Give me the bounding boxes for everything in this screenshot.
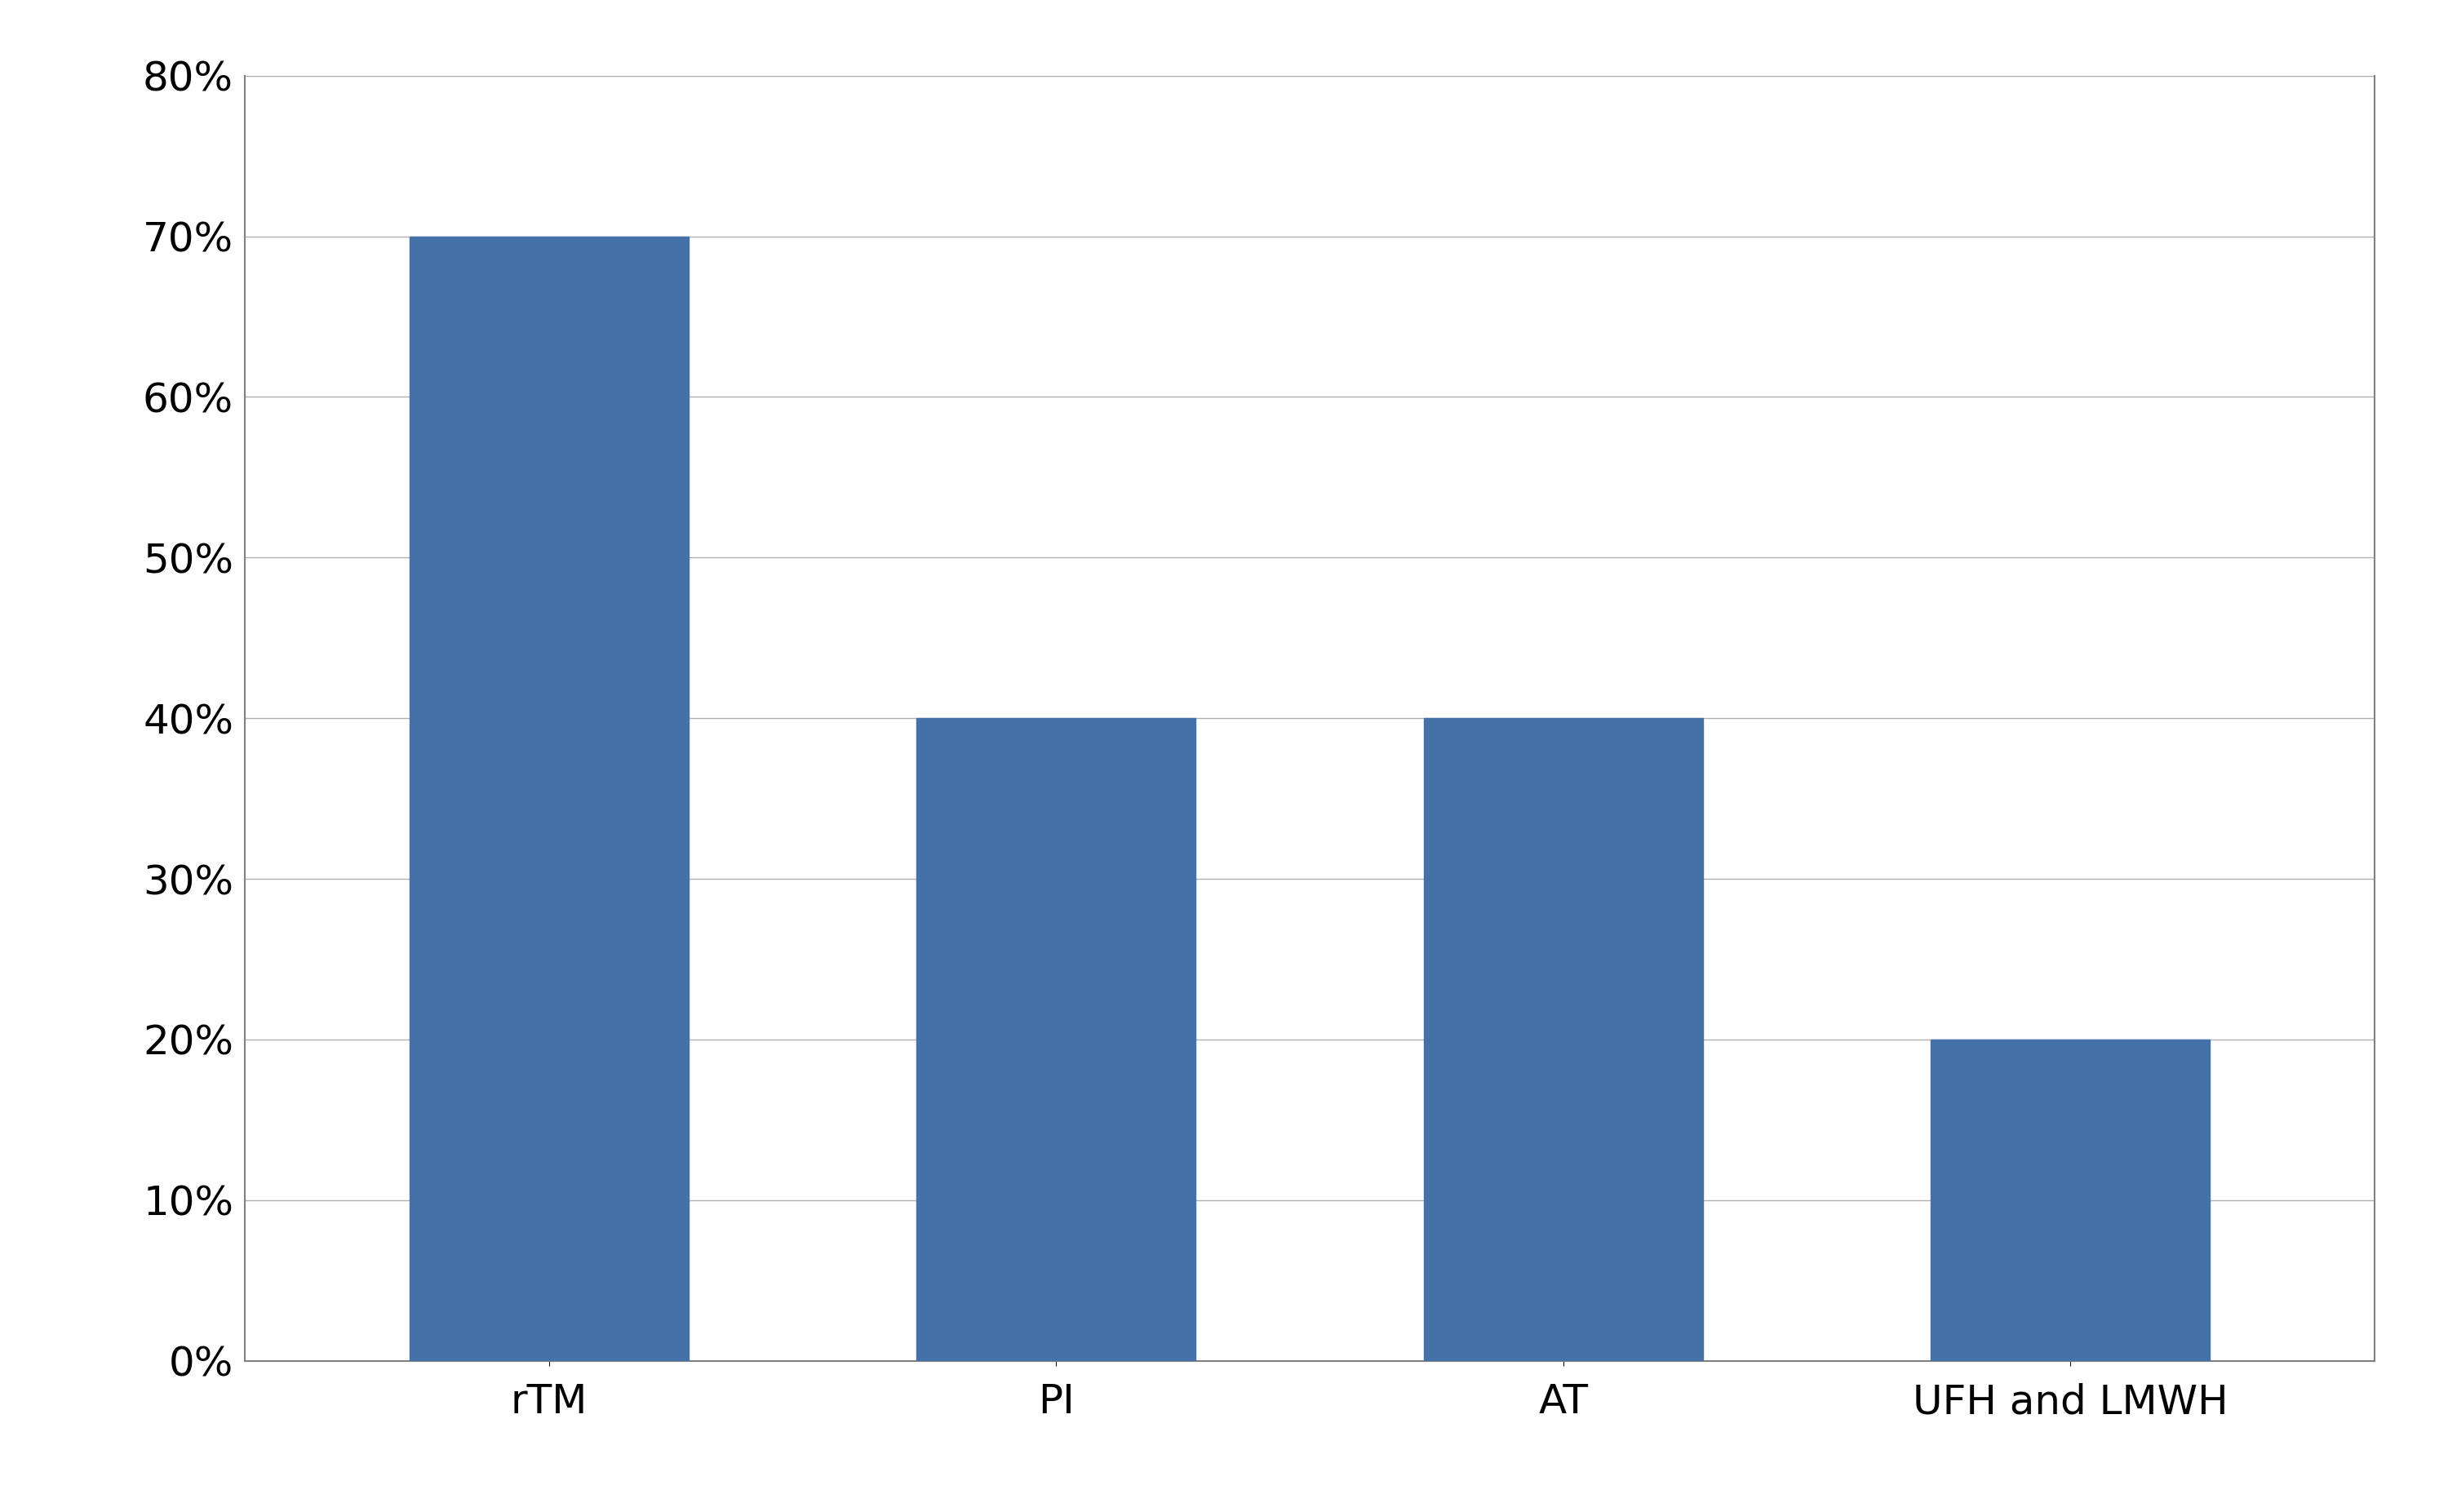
Bar [916, 718, 1195, 1361]
Bar [1931, 1040, 2211, 1361]
Bar [409, 236, 688, 1361]
Bar [1425, 718, 1704, 1361]
